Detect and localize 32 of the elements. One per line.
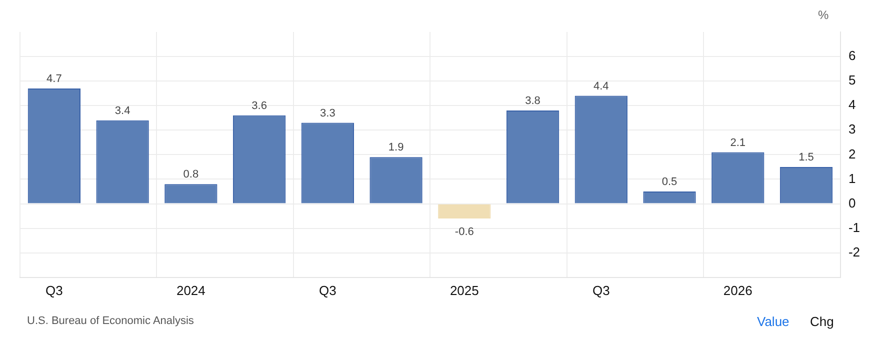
x-tick-label: 2026 [723,282,752,298]
y-tick-label: 4 [848,97,856,112]
data-label: -0.6 [454,226,474,238]
y-tick-label: -1 [848,220,860,235]
y-tick-label: 2 [848,146,856,162]
x-tick-label: Q3 [592,282,610,298]
text: Value [757,314,790,329]
x-tick-label: 2024 [176,282,206,298]
data-label: 2.1 [730,136,746,149]
data-label: 1.5 [798,152,814,164]
text: Chg [810,314,834,329]
data-label: 0.8 [183,168,199,181]
text: U.S. Bureau of Economic Analysis [27,315,194,327]
data-label: 1.9 [388,142,404,154]
data-label: 4.4 [593,80,609,92]
data-label: 4.7 [46,72,62,85]
x-tick-label: 2025 [450,282,479,298]
x-tick-label: Q3 [46,282,63,298]
data-label: 3.6 [252,100,267,112]
y-tick-label: 5 [848,72,856,88]
data-label: 3.3 [320,107,336,120]
y-tick-label: 3 [848,122,856,137]
y-axis-title: % [818,8,829,22]
x-tick-label: Q3 [318,282,336,298]
data-label: 3.8 [525,95,540,108]
y-tick-label: 1 [848,170,856,186]
bar [438,204,491,219]
y-tick-label: -2 [848,244,860,260]
data-label: 3.4 [114,104,130,117]
data-label: 0.5 [662,176,678,188]
y-tick-label: 6 [848,48,856,64]
y-tick-label: 0 [848,195,856,210]
